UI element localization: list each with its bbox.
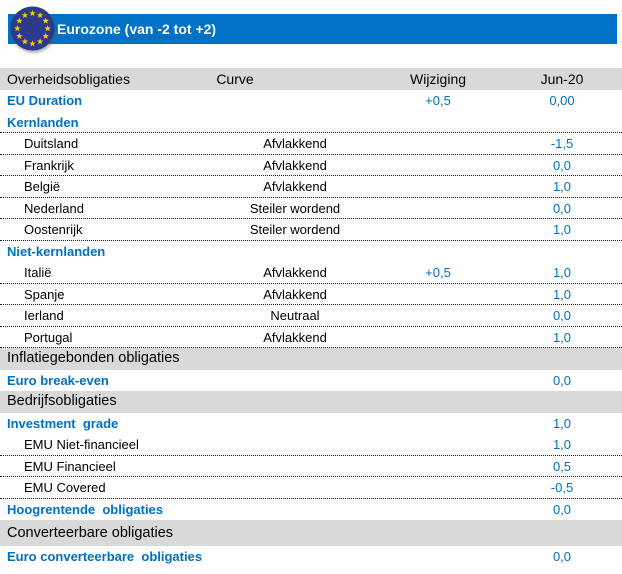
row-label: EMU Covered	[24, 480, 106, 495]
jun20-cell: 1,0	[552, 179, 572, 194]
table-row-spanje: Spanje Afvlakkend 1,0	[0, 284, 622, 305]
table-row-niet-kernlanden: Niet-kernlanden	[0, 241, 622, 263]
row-label: EU Duration	[7, 93, 83, 108]
row-label: EMU Financieel	[24, 458, 116, 474]
row-label: Niet-kernlanden	[7, 243, 106, 259]
jun20-cell: 0,0	[552, 549, 572, 564]
jun20-cell: 0,0	[552, 501, 572, 517]
curve-cell	[180, 90, 410, 112]
table-row-hoogrentende: Hoogrentende obligaties 0,0	[0, 499, 622, 521]
table-row-frankrijk: Frankrijk Afvlakkend 0,0	[0, 155, 622, 176]
row-label: België	[24, 179, 61, 194]
table-row-emu-niet-financieel: EMU Niet-financieel 1,0	[0, 434, 622, 456]
curve-cell: Afvlakkend	[263, 329, 327, 345]
jun20-cell: -0,5	[550, 480, 574, 495]
header-spacer	[466, 68, 502, 90]
curve-cell: Neutraal	[270, 308, 320, 323]
table-row-oostenrijk: Oostenrijk Steiler wordend 1,0	[0, 219, 622, 241]
row-label: Frankrijk	[24, 157, 74, 173]
row-label: EMU Niet-financieel	[24, 437, 139, 452]
row-label: Kernlanden	[7, 114, 79, 130]
section-band-bedrijfsobligaties: Bedrijfsobligaties	[0, 391, 622, 413]
wijziging-cell: +0,5	[425, 265, 451, 280]
section-band-converteerbare: Converteerbare obligaties	[0, 520, 622, 546]
column-header-curve: Curve	[216, 71, 254, 87]
curve-cell: Steiler wordend	[249, 200, 341, 216]
table-row-italie: Italië Afvlakkend +0,5 1,0	[0, 262, 622, 284]
curve-cell: Steiler wordend	[249, 222, 341, 237]
jun20-cell: 1,0	[552, 222, 572, 237]
row-label: Ierland	[24, 308, 64, 323]
jun20-cell: 0,00	[549, 93, 575, 108]
jun20-cell: 1,0	[552, 437, 572, 452]
eu-flag-icon	[10, 6, 55, 51]
table-row-eu-duration: EU Duration +0,5 0,00	[0, 90, 622, 112]
curve-cell: Afvlakkend	[263, 157, 327, 173]
table-row-emu-financieel: EMU Financieel 0,5	[0, 456, 622, 477]
section-band-inflatiegebonden: Inflatiegebonden obligaties	[0, 348, 622, 370]
jun20-cell: 0,0	[552, 308, 572, 323]
jun20-cell: 1,0	[552, 415, 572, 431]
jun20-cell: 1,0	[552, 329, 572, 345]
row-label: Spanje	[24, 286, 65, 302]
allocation-table: Overheidsobligaties Curve Wijziging Jun-…	[0, 68, 622, 568]
jun20-cell: 0,0	[552, 200, 572, 216]
table-row-euro-break-even: Euro break-even 0,0	[0, 370, 622, 392]
table-row-ierland: Ierland Neutraal 0,0	[0, 305, 622, 327]
row-label: Italië	[24, 265, 52, 280]
row-label: Duitsland	[24, 136, 79, 151]
table-row-euro-converteerbare: Euro converteerbare obligaties 0,0	[0, 546, 622, 568]
row-label: Portugal	[24, 329, 73, 345]
title-bar: Eurozone (van -2 tot +2)	[8, 14, 617, 44]
table-row-kernlanden: Kernlanden	[0, 112, 622, 133]
row-label: Nederland	[24, 200, 84, 216]
curve-cell: Afvlakkend	[263, 265, 327, 280]
curve-cell: Afvlakkend	[263, 179, 327, 194]
table-row-duitsland: Duitsland Afvlakkend -1,5	[0, 133, 622, 155]
row-label: Investment grade	[7, 415, 119, 431]
title-text: Eurozone (van -2 tot +2)	[57, 21, 217, 37]
table-row-investment-grade: Investment grade 1,0	[0, 413, 622, 435]
table-row-nederland: Nederland Steiler wordend 0,0	[0, 198, 622, 219]
curve-cell: Afvlakkend	[263, 136, 327, 151]
jun20-cell: 0,5	[552, 458, 572, 474]
row-label: Euro break-even	[7, 372, 109, 388]
column-header-wijziging: Wijziging	[410, 71, 467, 87]
row-label: Oostenrijk	[24, 222, 83, 237]
table-row-emu-covered: EMU Covered -0,5	[0, 477, 622, 499]
table-row-belgie: België Afvlakkend 1,0	[0, 176, 622, 198]
curve-cell: Afvlakkend	[263, 286, 327, 302]
jun20-cell: -1,5	[550, 136, 574, 151]
column-header-jun-20: Jun-20	[540, 71, 584, 87]
wijziging-cell: +0,5	[425, 93, 451, 108]
jun20-cell: 0,0	[552, 372, 572, 388]
jun20-cell: 1,0	[552, 286, 572, 302]
column-header-overheidsobligaties: Overheidsobligaties	[7, 71, 130, 87]
jun20-cell: 1,0	[552, 265, 572, 280]
row-label: Hoogrentende obligaties	[7, 501, 164, 517]
jun20-cell: 0,0	[552, 157, 572, 173]
table-header-row: Overheidsobligaties Curve Wijziging Jun-…	[0, 68, 622, 90]
table-row-portugal: Portugal Afvlakkend 1,0	[0, 327, 622, 348]
row-label: Euro converteerbare obligaties	[7, 549, 203, 564]
